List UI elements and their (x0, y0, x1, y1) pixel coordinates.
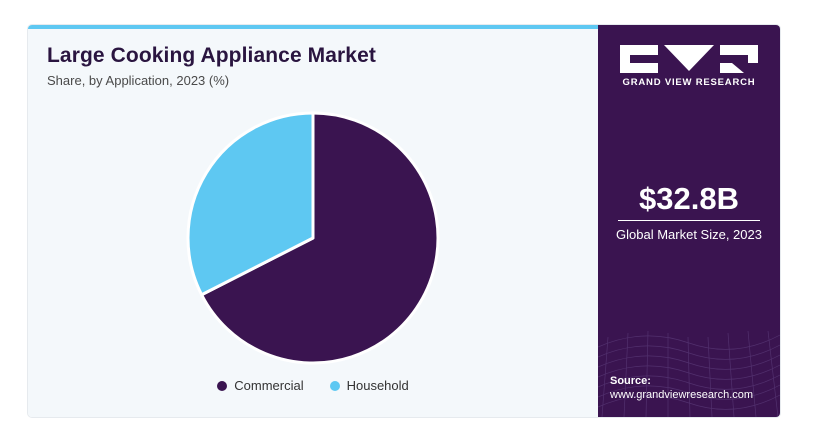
legend-item-household: Household (329, 378, 409, 393)
chart-subtitle: Share, by Application, 2023 (%) (47, 73, 230, 88)
legend-label-household: Household (346, 378, 409, 393)
market-size-value: $32.8B (639, 181, 739, 216)
pie-slice-commercial (200, 111, 440, 365)
report-card: Large Cooking Appliance Market Share, by… (28, 25, 780, 417)
legend-item-commercial: Commercial (217, 378, 304, 393)
source-link[interactable]: www.grandviewresearch.com (610, 389, 754, 401)
legend-swatch-commercial (217, 380, 228, 391)
source-note: Source: www.grandviewresearch.com (610, 374, 753, 402)
chart-legend: Commercial Household (28, 378, 598, 393)
chart-panel: Large Cooking Appliance Market Share, by… (28, 25, 598, 417)
brand-name: GRAND VIEW RESEARCH (622, 77, 756, 88)
decorative-grid-pattern (598, 330, 780, 417)
grand-view-research-logo (620, 45, 758, 73)
source-label: Source: (610, 375, 651, 387)
legend-label-commercial: Commercial (234, 378, 304, 393)
pie-slice-household (186, 111, 315, 297)
chart-title: Large Cooking Appliance Market (47, 44, 376, 67)
divider (618, 220, 760, 221)
info-sidebar: GRAND VIEW RESEARCH $32.8B Global Market… (598, 25, 780, 417)
market-size-label: Global Market Size, 2023 (616, 227, 762, 242)
pie-chart (186, 111, 440, 365)
legend-swatch-household (329, 380, 340, 391)
